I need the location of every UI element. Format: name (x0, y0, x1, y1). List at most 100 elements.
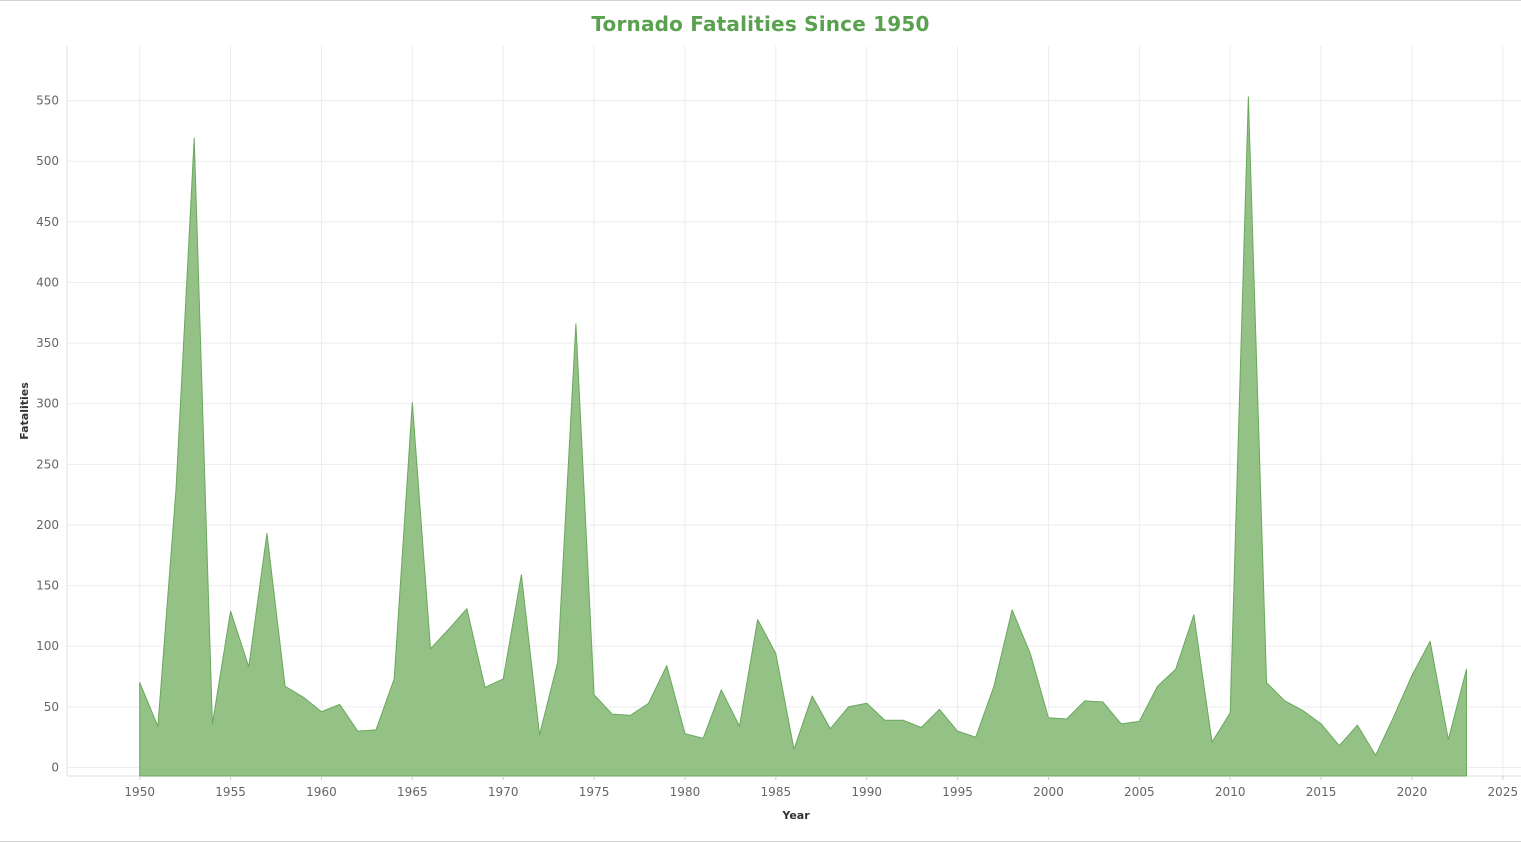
y-tick-label: 550 (36, 94, 59, 108)
data-point[interactable] (646, 700, 652, 706)
x-tick-label: 1970 (488, 785, 519, 799)
x-tick-label: 2020 (1397, 785, 1428, 799)
data-point[interactable] (500, 676, 506, 682)
y-axis-title: Fatalities (18, 382, 31, 440)
data-point[interactable] (300, 694, 306, 700)
x-axis-ticks: 1950 1955 1960 1965 1970 1975 1980 1985 1990 1995… (124, 776, 1518, 799)
data-point[interactable] (1336, 743, 1342, 749)
data-point[interactable] (337, 701, 343, 707)
x-tick-label: 2015 (1306, 785, 1337, 799)
data-point[interactable] (537, 732, 543, 738)
data-point[interactable] (591, 692, 597, 698)
data-point[interactable] (1282, 698, 1288, 704)
data-point[interactable] (1245, 94, 1251, 100)
data-point[interactable] (991, 683, 997, 689)
data-point[interactable] (1064, 716, 1070, 722)
data-point[interactable] (555, 659, 561, 665)
data-point[interactable] (609, 711, 615, 717)
data-point[interactable] (264, 530, 270, 536)
data-point[interactable] (1155, 683, 1161, 689)
data-point[interactable] (1173, 666, 1179, 672)
y-tick-label: 500 (36, 154, 59, 168)
data-point[interactable] (1045, 715, 1051, 721)
data-point[interactable] (1118, 721, 1124, 727)
data-point[interactable] (1100, 699, 1106, 705)
data-point[interactable] (173, 486, 179, 492)
data-point[interactable] (409, 400, 415, 406)
data-point[interactable] (846, 704, 852, 710)
data-point[interactable] (391, 676, 397, 682)
data-point[interactable] (973, 734, 979, 740)
x-axis-title: Year (781, 809, 810, 822)
data-point[interactable] (209, 721, 215, 727)
data-point[interactable] (1463, 666, 1469, 672)
x-tick-label: 2005 (1124, 785, 1155, 799)
y-tick-label: 0 (51, 761, 59, 775)
data-point[interactable] (191, 135, 197, 141)
x-tick-label: 2000 (1033, 785, 1064, 799)
data-point[interactable] (755, 617, 761, 623)
data-point[interactable] (882, 717, 888, 723)
y-tick-label: 250 (36, 457, 59, 471)
x-tick-label: 2025 (1488, 785, 1519, 799)
x-tick-label: 1980 (670, 785, 701, 799)
data-point[interactable] (282, 683, 288, 689)
data-point[interactable] (955, 728, 961, 734)
y-tick-label: 350 (36, 336, 59, 350)
data-point[interactable] (155, 723, 161, 729)
data-point[interactable] (918, 724, 924, 730)
data-point[interactable] (1009, 607, 1015, 613)
x-tick-label: 1960 (306, 785, 337, 799)
x-tick-label: 1990 (851, 785, 882, 799)
data-point[interactable] (682, 731, 688, 737)
data-point[interactable] (428, 646, 434, 652)
data-point[interactable] (664, 663, 670, 669)
data-point[interactable] (809, 693, 815, 699)
data-point[interactable] (1227, 710, 1233, 716)
data-point[interactable] (1427, 638, 1433, 644)
data-point[interactable] (228, 608, 234, 614)
y-tick-label: 450 (36, 215, 59, 229)
data-point[interactable] (1136, 718, 1142, 724)
data-point[interactable] (900, 717, 906, 723)
data-point[interactable] (1300, 708, 1306, 714)
x-tick-label: 1975 (579, 785, 610, 799)
data-point[interactable] (627, 712, 633, 718)
data-point[interactable] (446, 626, 452, 632)
data-point[interactable] (773, 651, 779, 657)
x-tick-label: 1950 (124, 785, 155, 799)
data-point[interactable] (246, 664, 252, 670)
data-point[interactable] (137, 680, 143, 686)
data-point[interactable] (736, 723, 742, 729)
y-tick-label: 50 (44, 700, 59, 714)
data-point[interactable] (1209, 739, 1215, 745)
data-point[interactable] (1373, 752, 1379, 758)
data-point[interactable] (1409, 672, 1415, 678)
y-tick-label: 200 (36, 518, 59, 532)
data-point[interactable] (1354, 722, 1360, 728)
data-point[interactable] (1391, 714, 1397, 720)
data-point[interactable] (936, 706, 942, 712)
data-point[interactable] (518, 572, 524, 578)
data-point[interactable] (464, 606, 470, 612)
data-point[interactable] (573, 321, 579, 327)
data-point[interactable] (1264, 680, 1270, 686)
y-tick-label: 100 (36, 639, 59, 653)
data-point[interactable] (1082, 698, 1088, 704)
data-point[interactable] (718, 687, 724, 693)
x-tick-label: 2010 (1215, 785, 1246, 799)
data-point[interactable] (1027, 651, 1033, 657)
data-point[interactable] (318, 709, 324, 715)
data-point[interactable] (482, 684, 488, 690)
data-point[interactable] (864, 700, 870, 706)
x-tick-label: 1985 (761, 785, 792, 799)
data-point[interactable] (827, 726, 833, 732)
data-point[interactable] (1318, 721, 1324, 727)
data-point[interactable] (700, 735, 706, 741)
data-point[interactable] (373, 727, 379, 733)
x-tick-label: 1965 (397, 785, 428, 799)
data-point[interactable] (355, 728, 361, 734)
data-point[interactable] (1191, 612, 1197, 618)
data-point[interactable] (791, 746, 797, 752)
data-point[interactable] (1445, 737, 1451, 743)
